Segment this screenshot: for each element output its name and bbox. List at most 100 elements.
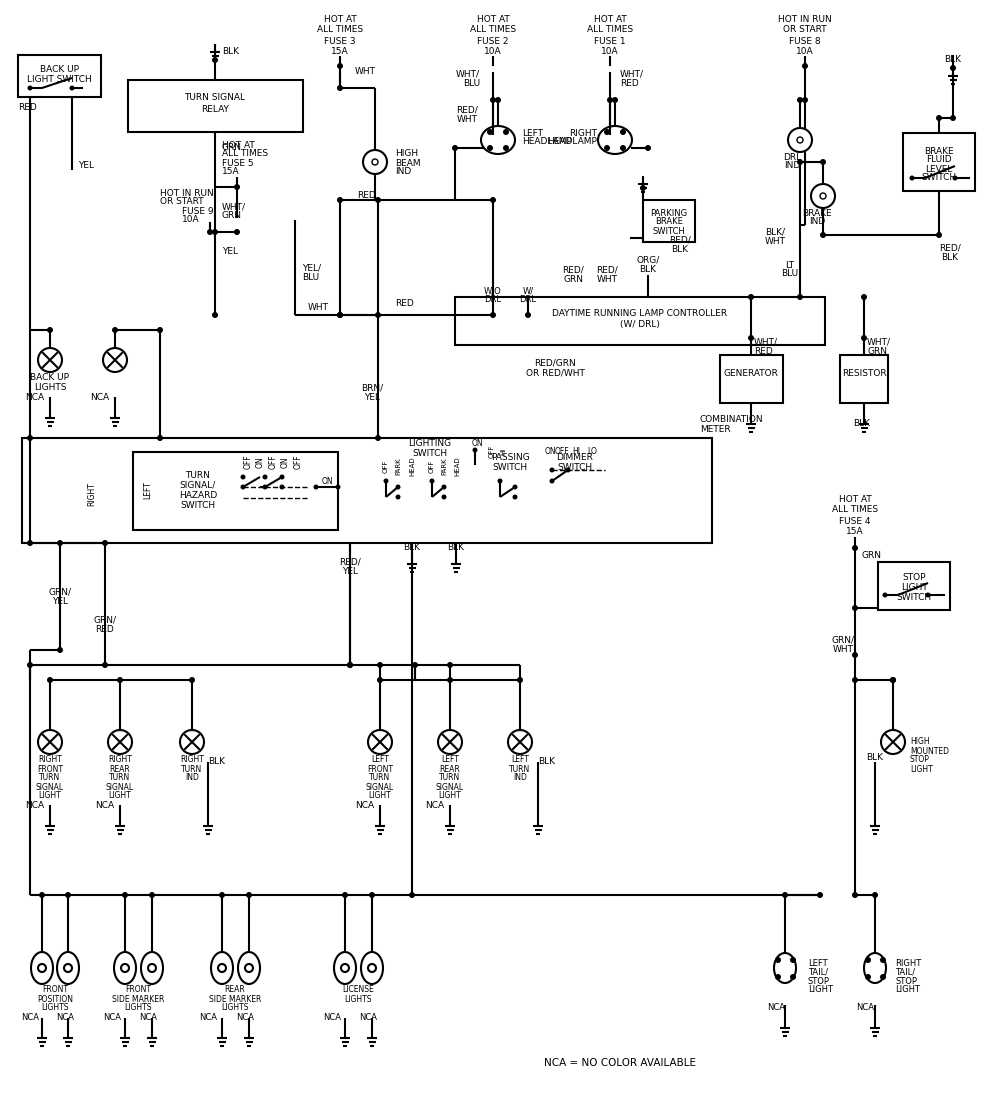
Circle shape (775, 974, 781, 980)
Text: BLK: BLK (942, 252, 958, 261)
Circle shape (337, 85, 343, 92)
Ellipse shape (774, 953, 796, 983)
Text: BACK UP: BACK UP (30, 374, 70, 383)
Text: RIGHT: RIGHT (569, 128, 597, 137)
Text: SWITCH: SWITCH (492, 462, 528, 471)
Text: HI: HI (500, 448, 506, 454)
Circle shape (490, 97, 496, 103)
Text: SIDE MARKER: SIDE MARKER (112, 994, 164, 1003)
Text: YEL: YEL (52, 596, 68, 606)
Circle shape (910, 175, 914, 181)
Circle shape (550, 479, 554, 483)
Circle shape (802, 62, 808, 69)
Circle shape (604, 145, 610, 151)
Ellipse shape (238, 952, 260, 984)
Text: DRL: DRL (520, 296, 536, 305)
Circle shape (447, 662, 453, 668)
Bar (720, 355, 783, 403)
Circle shape (280, 484, 285, 490)
Text: BRAKE: BRAKE (655, 218, 683, 227)
Circle shape (861, 335, 867, 341)
Circle shape (368, 730, 392, 754)
Circle shape (950, 65, 956, 71)
Circle shape (503, 129, 509, 135)
Text: NCA: NCA (767, 1003, 785, 1012)
Circle shape (498, 479, 503, 483)
Text: WHT: WHT (457, 115, 478, 124)
Text: FUSE 2: FUSE 2 (477, 38, 509, 47)
Text: ALL TIMES: ALL TIMES (222, 150, 268, 158)
Ellipse shape (334, 952, 356, 984)
Circle shape (207, 229, 213, 235)
Text: OFF: OFF (429, 460, 435, 473)
Text: LIGHT: LIGHT (439, 791, 461, 800)
Text: PASSING: PASSING (491, 452, 529, 462)
Text: FUSE 5: FUSE 5 (222, 158, 254, 167)
Circle shape (189, 677, 195, 683)
Circle shape (550, 468, 554, 472)
Circle shape (102, 540, 108, 546)
Text: OR RED/WHT: OR RED/WHT (526, 368, 584, 377)
Circle shape (38, 964, 46, 972)
Text: BEAM: BEAM (395, 158, 421, 167)
Text: YEL: YEL (364, 393, 380, 402)
Text: RED: RED (620, 78, 639, 87)
Circle shape (342, 892, 348, 898)
Circle shape (748, 335, 754, 341)
Ellipse shape (598, 126, 632, 154)
Circle shape (38, 348, 62, 372)
Text: LEFT: LEFT (511, 756, 529, 764)
Circle shape (926, 593, 930, 597)
Ellipse shape (31, 952, 53, 984)
Text: FRONT: FRONT (42, 985, 68, 994)
Text: LIGHTS: LIGHTS (41, 1003, 69, 1012)
Circle shape (604, 129, 610, 135)
Text: LEFT: LEFT (522, 128, 543, 137)
Text: DRL: DRL (783, 153, 801, 162)
Circle shape (347, 662, 353, 668)
Text: TURN: TURN (181, 764, 203, 773)
Text: RED/: RED/ (456, 106, 478, 115)
Text: SWITCH: SWITCH (921, 173, 957, 183)
Text: TURN: TURN (186, 471, 210, 480)
Circle shape (314, 484, 318, 490)
Circle shape (375, 198, 381, 203)
Text: LEFT: LEFT (144, 481, 152, 499)
Circle shape (490, 312, 496, 318)
Circle shape (811, 184, 835, 208)
Bar (878, 562, 950, 610)
Text: BLU: BLU (781, 269, 799, 279)
Text: WHT: WHT (308, 302, 328, 311)
Text: IND: IND (784, 162, 800, 171)
Text: OFF: OFF (489, 444, 495, 458)
Circle shape (157, 435, 163, 441)
Text: COMBINATION: COMBINATION (700, 415, 764, 424)
Circle shape (820, 193, 826, 199)
Text: GRN: GRN (563, 275, 583, 283)
Circle shape (122, 892, 128, 898)
Circle shape (490, 198, 496, 203)
Text: TAIL/: TAIL/ (808, 968, 828, 976)
Circle shape (512, 494, 518, 500)
Text: RED: RED (96, 625, 114, 634)
Circle shape (377, 662, 383, 668)
Text: RED/: RED/ (939, 243, 961, 252)
Text: BLU: BLU (302, 272, 319, 281)
Text: TURN SIGNAL: TURN SIGNAL (184, 94, 246, 103)
Circle shape (108, 730, 132, 754)
Text: IND: IND (395, 167, 411, 176)
Text: IND: IND (513, 773, 527, 782)
Circle shape (936, 115, 942, 121)
Text: STOP: STOP (808, 976, 830, 985)
Circle shape (817, 892, 823, 898)
Text: TURN: TURN (369, 773, 391, 782)
Text: POSITION: POSITION (37, 994, 73, 1003)
Text: PARKING: PARKING (650, 209, 688, 218)
Text: FLUID: FLUID (926, 155, 952, 164)
Text: RED/: RED/ (669, 235, 691, 244)
Text: BRN/: BRN/ (361, 384, 383, 393)
Text: FUSE 8: FUSE 8 (789, 38, 821, 47)
Bar (903, 133, 975, 191)
Circle shape (852, 605, 858, 610)
Circle shape (396, 484, 400, 490)
